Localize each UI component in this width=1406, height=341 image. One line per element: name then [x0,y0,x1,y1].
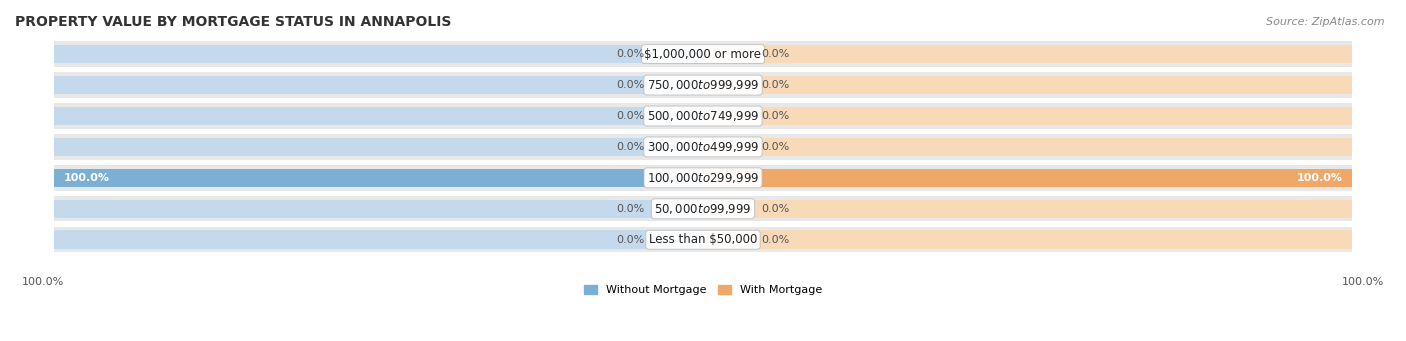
Text: $500,000 to $749,999: $500,000 to $749,999 [647,109,759,123]
Bar [53,168,703,187]
Text: 0.0%: 0.0% [762,80,790,90]
Text: Less than $50,000: Less than $50,000 [648,233,758,246]
Bar [53,72,1353,98]
Bar [53,45,703,63]
Bar [703,168,1353,187]
Bar [53,165,1353,191]
Bar [53,196,1353,221]
Bar [53,168,703,187]
Bar [53,138,703,156]
Text: 0.0%: 0.0% [616,204,644,214]
Text: 0.0%: 0.0% [762,142,790,152]
Text: 0.0%: 0.0% [762,204,790,214]
Bar [703,231,1353,249]
Text: $100,000 to $299,999: $100,000 to $299,999 [647,171,759,185]
Text: $50,000 to $99,999: $50,000 to $99,999 [654,202,752,216]
Bar [53,42,1353,67]
Bar [703,138,1353,156]
Text: 100.0%: 100.0% [1343,277,1385,287]
Bar [53,107,703,125]
Bar [703,199,1353,218]
Text: 0.0%: 0.0% [762,235,790,245]
Text: Source: ZipAtlas.com: Source: ZipAtlas.com [1267,17,1385,27]
Text: 0.0%: 0.0% [616,111,644,121]
Text: $750,000 to $999,999: $750,000 to $999,999 [647,78,759,92]
Text: $1,000,000 or more: $1,000,000 or more [644,48,762,61]
Bar [53,199,703,218]
Text: 0.0%: 0.0% [616,142,644,152]
Bar [53,231,703,249]
Bar [53,134,1353,160]
Bar [53,103,1353,129]
Bar [703,107,1353,125]
Text: $300,000 to $499,999: $300,000 to $499,999 [647,140,759,154]
Text: PROPERTY VALUE BY MORTGAGE STATUS IN ANNAPOLIS: PROPERTY VALUE BY MORTGAGE STATUS IN ANN… [15,15,451,29]
Bar [703,168,1353,187]
Text: 100.0%: 100.0% [21,277,63,287]
Bar [703,45,1353,63]
Text: 100.0%: 100.0% [1296,173,1343,183]
Text: 0.0%: 0.0% [616,235,644,245]
Text: 100.0%: 100.0% [63,173,110,183]
Text: 0.0%: 0.0% [616,49,644,59]
Legend: Without Mortgage, With Mortgage: Without Mortgage, With Mortgage [579,280,827,299]
Bar [53,227,1353,252]
Text: 0.0%: 0.0% [762,49,790,59]
Bar [53,76,703,94]
Text: 0.0%: 0.0% [616,80,644,90]
Bar [703,76,1353,94]
Text: 0.0%: 0.0% [762,111,790,121]
